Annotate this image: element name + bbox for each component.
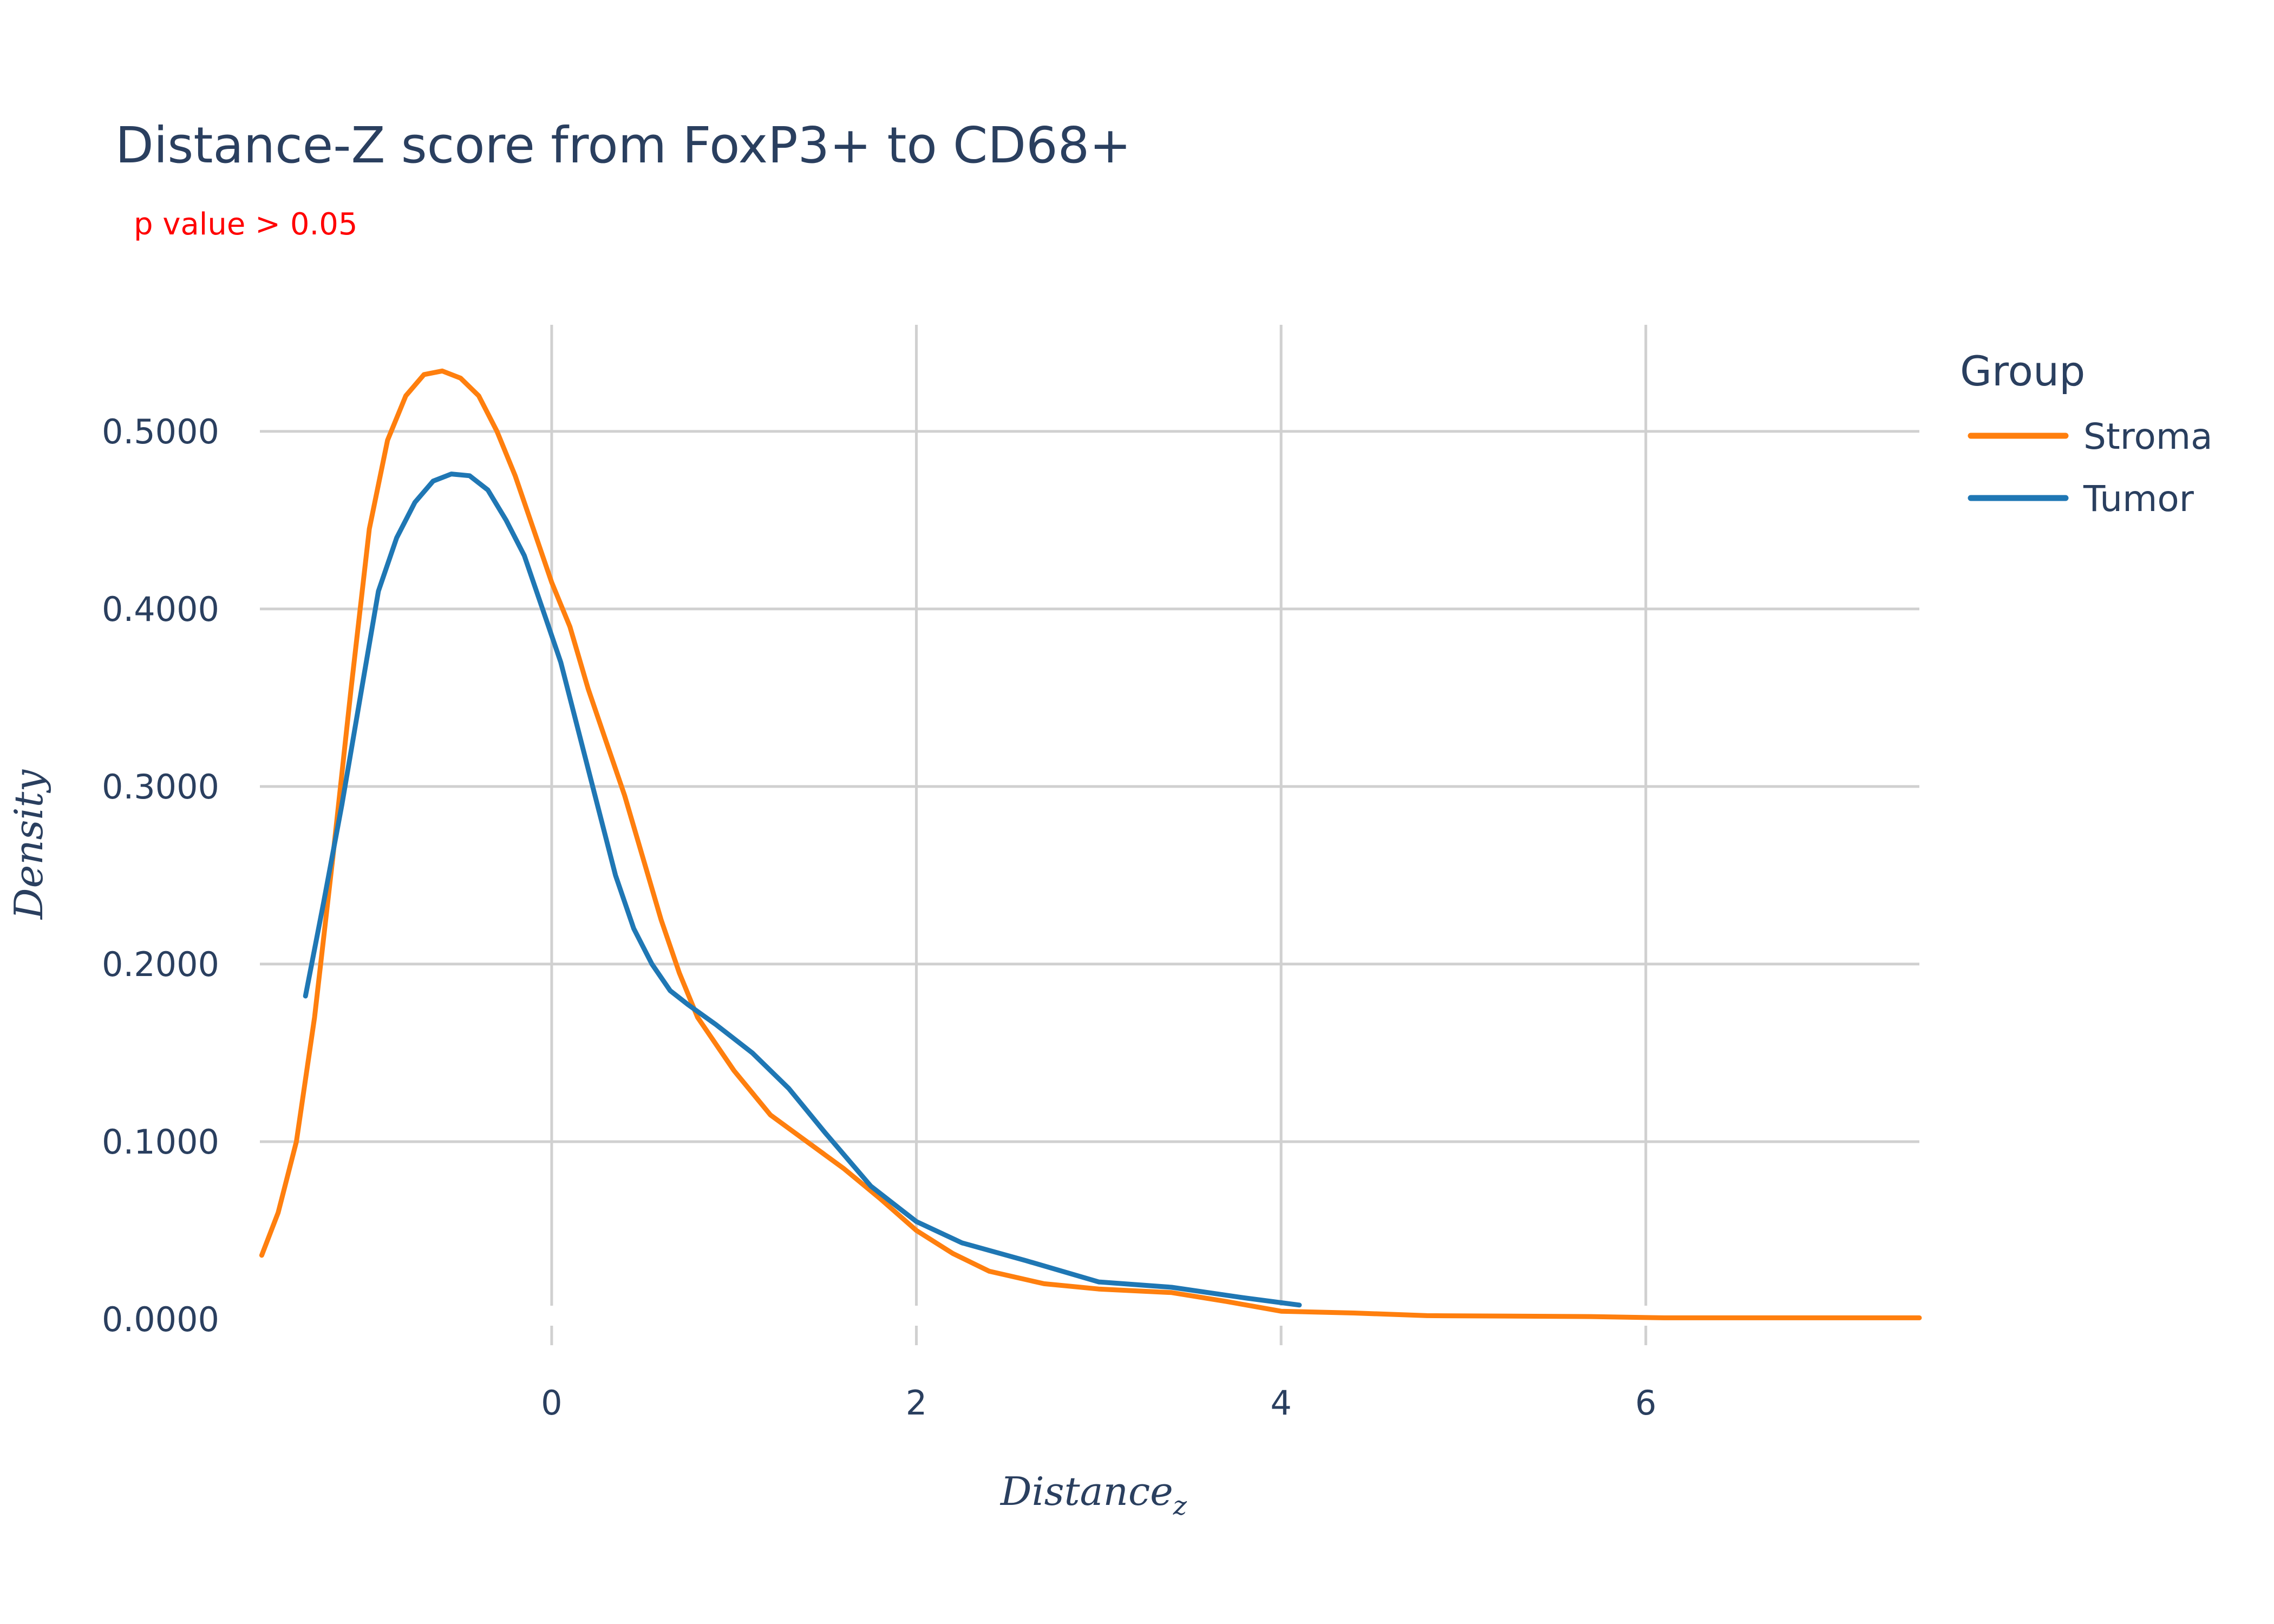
x-tick-label: 2 <box>906 1383 927 1423</box>
x-tick-label: 0 <box>541 1383 562 1423</box>
x-axis-title: Distancez <box>999 1469 1187 1521</box>
y-axis-title: Density <box>6 769 51 921</box>
y-tick-label: 0.4000 <box>102 590 219 629</box>
y-tick-label: 0.5000 <box>102 412 219 451</box>
legend: Group Stroma Tumor <box>1960 347 2213 520</box>
x-gridlines <box>550 325 1648 1345</box>
x-axis-title-main: Distance <box>999 1469 1173 1514</box>
series-line-stroma <box>259 368 1922 1320</box>
x-tick-label: 6 <box>1635 1383 1656 1423</box>
y-tick-label: 0.1000 <box>102 1122 219 1162</box>
y-tick-label: 0.2000 <box>102 945 219 984</box>
series-line-tumor <box>303 472 1302 1308</box>
series-layer <box>259 368 1922 1320</box>
chart-subtitle: p value > 0.05 <box>134 207 358 242</box>
legend-title: Group <box>1960 347 2085 395</box>
y-tick-label: 0.3000 <box>102 767 219 807</box>
y-gridlines <box>260 430 1919 1143</box>
x-tick-labels: 0 2 4 6 <box>541 1383 1656 1423</box>
x-tick-label: 4 <box>1270 1383 1291 1423</box>
legend-label-tumor[interactable]: Tumor <box>2083 478 2194 520</box>
legend-items: Stroma Tumor <box>1968 416 2213 520</box>
legend-label-stroma[interactable]: Stroma <box>2083 416 2213 457</box>
x-axis-title-subscript: z <box>1173 1491 1187 1521</box>
y-tick-label: 0.0000 <box>102 1300 219 1339</box>
y-tick-labels: 0.0000 0.1000 0.2000 0.3000 0.4000 0.5000 <box>102 412 219 1339</box>
chart-title: Distance-Z score from FoxP3+ to CD68+ <box>115 116 1131 174</box>
